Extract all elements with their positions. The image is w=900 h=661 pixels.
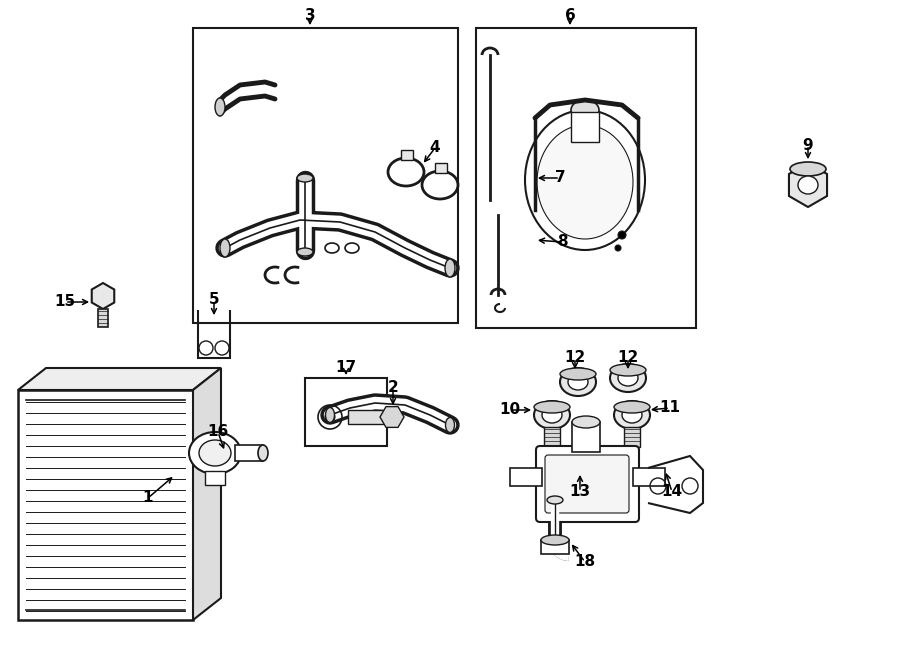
Bar [633, 468, 665, 486]
Text: 17: 17 [336, 360, 356, 375]
Text: 11: 11 [660, 401, 680, 416]
Bar [624, 427, 640, 447]
Text: 10: 10 [500, 403, 520, 418]
Bar [193, 28, 458, 323]
Text: 12: 12 [564, 350, 586, 366]
Text: 7: 7 [554, 171, 565, 186]
Ellipse shape [525, 110, 645, 250]
Ellipse shape [568, 374, 588, 390]
Text: 12: 12 [617, 350, 639, 366]
Circle shape [618, 231, 626, 239]
Bar [305, 378, 387, 446]
Ellipse shape [297, 174, 313, 182]
Bar [541, 540, 569, 554]
Bar [476, 28, 696, 328]
Ellipse shape [446, 418, 454, 432]
Circle shape [615, 245, 621, 251]
Ellipse shape [542, 407, 562, 423]
Text: 13: 13 [570, 485, 590, 500]
Ellipse shape [541, 535, 569, 545]
Ellipse shape [622, 407, 642, 423]
Polygon shape [18, 368, 221, 390]
Bar [572, 422, 600, 452]
Ellipse shape [189, 432, 241, 474]
Bar [571, 112, 599, 142]
Ellipse shape [199, 440, 231, 466]
Ellipse shape [534, 401, 570, 413]
Bar [205, 471, 225, 485]
Text: 3: 3 [305, 9, 315, 24]
Ellipse shape [610, 364, 646, 376]
Ellipse shape [258, 445, 268, 461]
Ellipse shape [610, 364, 646, 392]
FancyBboxPatch shape [536, 446, 639, 522]
Bar [348, 410, 390, 424]
Ellipse shape [614, 401, 650, 413]
Ellipse shape [534, 401, 570, 429]
Bar [510, 468, 542, 486]
Ellipse shape [220, 239, 230, 257]
Text: 5: 5 [209, 293, 220, 307]
Text: 8: 8 [557, 235, 567, 249]
Bar [401, 150, 413, 160]
Bar [98, 309, 108, 327]
Ellipse shape [614, 401, 650, 429]
Bar [18, 390, 193, 620]
Text: 16: 16 [207, 424, 229, 440]
Text: 2: 2 [388, 379, 399, 395]
Circle shape [325, 412, 335, 422]
Ellipse shape [547, 496, 563, 504]
Text: 18: 18 [574, 555, 596, 570]
Ellipse shape [326, 407, 335, 422]
Text: 9: 9 [803, 137, 814, 153]
Ellipse shape [215, 98, 225, 116]
Text: 14: 14 [662, 485, 682, 500]
Ellipse shape [798, 176, 818, 194]
FancyBboxPatch shape [545, 455, 629, 513]
Text: 1: 1 [143, 490, 153, 506]
Ellipse shape [445, 259, 455, 277]
Ellipse shape [560, 368, 596, 380]
Text: 6: 6 [564, 9, 575, 24]
Ellipse shape [297, 248, 313, 256]
Bar [235, 445, 263, 461]
Bar [544, 427, 560, 447]
Ellipse shape [560, 368, 596, 396]
Text: 15: 15 [54, 295, 76, 309]
Polygon shape [193, 368, 221, 620]
Ellipse shape [572, 416, 600, 428]
Ellipse shape [790, 162, 826, 176]
Bar [435, 163, 447, 173]
Text: 4: 4 [429, 141, 440, 155]
Ellipse shape [571, 100, 599, 120]
Ellipse shape [618, 370, 638, 386]
Ellipse shape [537, 125, 633, 239]
